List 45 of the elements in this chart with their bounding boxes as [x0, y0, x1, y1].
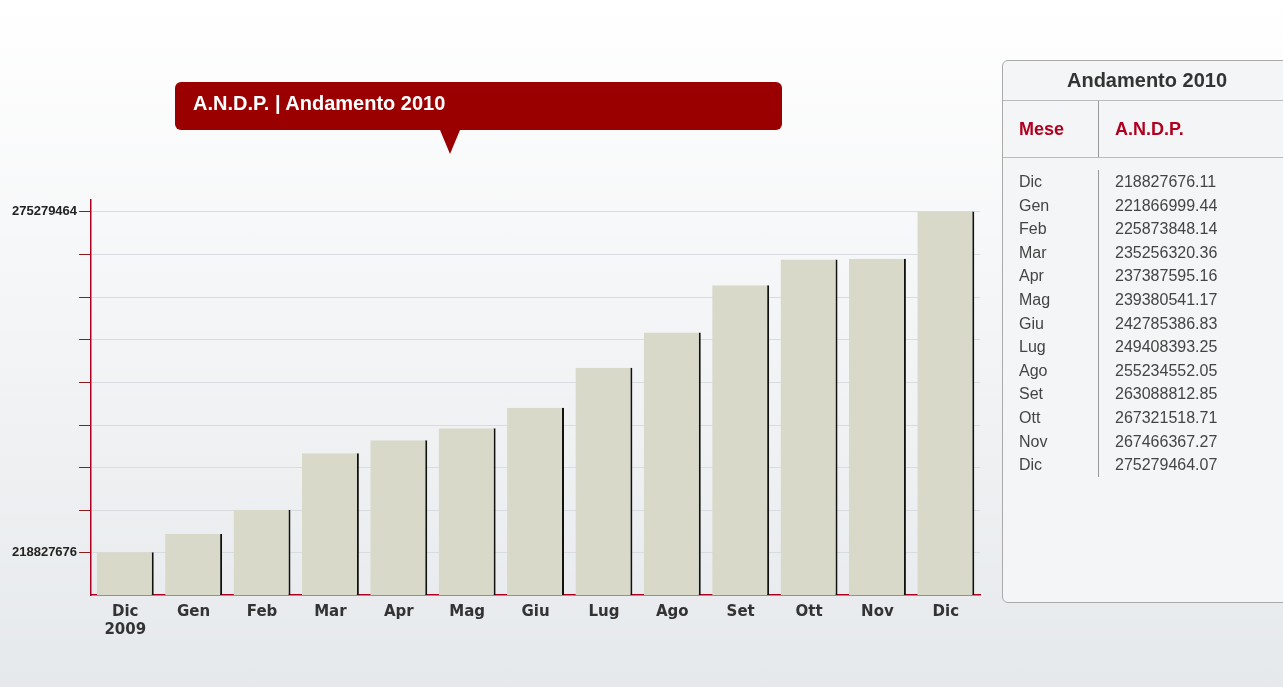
data-label: 275279464.07 [1115, 455, 1218, 476]
category-label: Gen [1019, 195, 1051, 216]
x-tick-label: Dic [932, 601, 960, 620]
category-label: Nov [1019, 431, 1049, 452]
data-label: 235256320.36 [1115, 242, 1218, 263]
data-label: 218827676.11 [1115, 172, 1218, 192]
x-tick-label: Ott [795, 601, 823, 620]
category-label: Apr [1019, 266, 1045, 287]
text: Andamento 2010 [1003, 61, 1283, 101]
y-tick-label: 275279464 [11, 203, 78, 219]
x-tick-label: Dic 2009 [104, 601, 147, 638]
category-label: Feb [1019, 219, 1048, 240]
x-tick-label: Giu [521, 601, 550, 620]
category-label: Dic [1019, 172, 1044, 192]
x-tick-label: Mag [449, 601, 486, 620]
x-tick-label: Ago [655, 601, 689, 620]
category-label: Ott [1019, 407, 1042, 428]
category-label: Mar [1019, 242, 1048, 263]
x-tick-label: Feb [246, 601, 278, 620]
chart-title: A.N.D.P. | Andamento 2010 [175, 82, 782, 130]
data-label: 255234552.05 [1115, 360, 1218, 381]
category-label: Ago [1019, 360, 1049, 381]
data-label: 267321518.71 [1115, 407, 1218, 428]
data-label: 242785386.83 [1115, 313, 1218, 334]
data-label: 249408393.25 [1115, 337, 1218, 358]
data-label: 221866999.44 [1115, 195, 1218, 216]
data-label: 237387595.16 [1115, 266, 1218, 287]
data-label: 239380541.17 [1115, 289, 1218, 310]
text: Mese [1003, 101, 1099, 157]
x-tick-label: Nov [861, 601, 894, 620]
x-tick-label: Set [726, 601, 755, 620]
category-label: Giu [1019, 313, 1045, 334]
category-label: Mag [1019, 289, 1052, 310]
data-label: 263088812.85 [1115, 384, 1218, 405]
text: A.N.D.P. [1114, 118, 1184, 140]
x-tick-label: Apr [383, 601, 415, 620]
category-label: Lug [1019, 337, 1047, 358]
x-tick-label: Mar [314, 601, 348, 620]
x-tick-label: Lug [588, 601, 620, 620]
data-label: 267466367.27 [1115, 431, 1218, 452]
category-label: Set [1019, 384, 1044, 405]
category-label: Dic [1019, 455, 1044, 476]
data-label: 225873848.14 [1115, 219, 1218, 240]
x-tick-label: Gen [177, 601, 211, 620]
y-tick-label: 218827676 [11, 543, 78, 559]
